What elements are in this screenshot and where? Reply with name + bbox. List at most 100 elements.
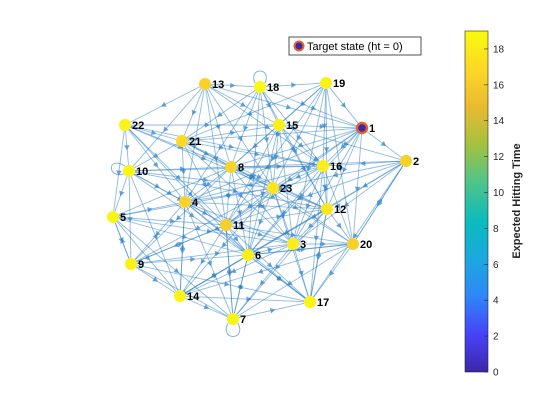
edge-9-17	[136, 264, 305, 302]
arrowhead-16-6	[281, 209, 288, 215]
node-label-13: 13	[212, 79, 224, 91]
arrowhead-8-6	[236, 209, 243, 216]
edge-16-17	[310, 171, 323, 297]
arrowhead-11-6	[232, 235, 239, 242]
arrowhead-14-17	[246, 296, 252, 302]
arrowhead-11-12	[276, 214, 282, 220]
self-loop-18	[253, 70, 267, 84]
arrowhead-18-19	[291, 82, 297, 88]
node-label-22: 22	[132, 120, 144, 132]
edge-5-14	[116, 221, 177, 292]
node-15	[273, 119, 285, 131]
edge-1-6	[251, 132, 359, 251]
edge-23-9	[136, 190, 268, 262]
self-loop-10	[110, 162, 126, 176]
arrowhead-11-14	[200, 258, 206, 265]
edge-19-21	[187, 84, 321, 140]
arrowhead-13-21	[191, 109, 197, 116]
node-label-5: 5	[120, 212, 126, 224]
legend-box	[288, 36, 422, 56]
arrowhead-5-7	[173, 267, 179, 274]
arrowhead-15-3	[283, 185, 289, 191]
arrowhead-13-4	[192, 143, 198, 149]
arrowhead-4-11	[201, 209, 208, 215]
arrowhead-13-1	[285, 104, 292, 110]
arrowhead-4-12	[257, 202, 264, 209]
node-label-21: 21	[189, 136, 201, 148]
arrowhead-22-11	[175, 174, 181, 180]
arrowhead-5-11	[169, 218, 176, 224]
arrowhead-19-21	[246, 110, 253, 116]
edge-8-20	[235, 169, 349, 242]
node-label-2: 2	[413, 156, 419, 168]
edge-10-6	[133, 174, 244, 252]
edge-16-4	[190, 167, 318, 201]
arrowhead-22-10	[123, 145, 130, 151]
node-22	[119, 119, 131, 131]
arrowhead-14-7	[203, 304, 210, 310]
arrowhead-21-15	[229, 130, 236, 136]
arrowhead-21-16	[254, 151, 260, 157]
node-14	[174, 290, 186, 302]
colorbar-tick-label: 18	[493, 44, 505, 55]
node-label-4: 4	[192, 197, 199, 209]
arrowhead-1-2	[380, 140, 387, 147]
edge-22-8	[130, 126, 226, 166]
arrowhead-7-6	[237, 283, 243, 290]
node-1	[355, 121, 369, 135]
node-8	[225, 161, 237, 173]
edge-4-12	[190, 201, 322, 210]
arrowhead-2-17	[353, 232, 359, 239]
edge-3-14	[185, 246, 288, 294]
arrowhead-9-14	[152, 276, 158, 282]
arrowhead-2-16	[360, 160, 366, 167]
arrowhead-2-8	[309, 161, 315, 167]
arrowhead-20-14	[257, 268, 264, 274]
arrowhead-21-10	[152, 152, 159, 158]
arrowhead-13-22	[161, 101, 167, 107]
arrowhead-16-11	[269, 193, 276, 199]
node-10	[123, 165, 135, 177]
arrowhead-15-23	[273, 154, 279, 160]
edge-5-6	[118, 218, 243, 254]
node-label-9: 9	[138, 259, 144, 271]
edge-21-1	[187, 127, 357, 142]
edge-18-1	[265, 88, 357, 127]
colorbar-gradient	[464, 30, 489, 373]
edge-14-17	[185, 295, 305, 303]
node-2	[400, 155, 412, 167]
arrowhead-22-21	[150, 129, 157, 136]
arrowhead-9-5	[120, 238, 126, 244]
arrowhead-16-23	[295, 173, 302, 179]
arrowhead-23-6	[258, 219, 264, 225]
arrowhead-8-5	[166, 189, 172, 196]
arrowhead-12-3	[308, 222, 314, 229]
arrowhead-10-5	[119, 190, 125, 197]
edge-1-8	[236, 129, 357, 166]
arrowhead-16-3	[305, 203, 311, 209]
arrowhead-22-23	[200, 155, 207, 161]
edge-10-12	[134, 171, 322, 209]
arrowhead-19-23	[296, 135, 302, 141]
arrowhead-15-8	[252, 142, 259, 149]
arrowhead-18-21	[217, 111, 223, 117]
arrowhead-18-23	[263, 137, 270, 143]
arrowhead-1-23	[313, 155, 319, 161]
edges-layer	[110, 70, 404, 337]
edge-9-3	[136, 244, 288, 264]
edge-23-14	[183, 192, 270, 292]
arrowhead-9-3	[214, 250, 221, 257]
arrowhead-2-23	[332, 172, 339, 178]
arrowhead-11-3	[257, 231, 263, 237]
node-12	[321, 203, 333, 215]
arrowhead-22-4	[152, 161, 158, 168]
colorbar-ticks: 0 2 4 6 8 10 12 14 16 18	[484, 44, 505, 379]
arrowhead-10-8	[179, 166, 186, 172]
legend: Target state (ht = 0)	[288, 36, 422, 56]
colorbar-tick-label: 0	[493, 368, 499, 379]
node-6	[242, 249, 254, 261]
arrowhead-15-1	[319, 123, 325, 130]
node-label-11: 11	[233, 220, 245, 232]
node-9	[125, 258, 137, 270]
